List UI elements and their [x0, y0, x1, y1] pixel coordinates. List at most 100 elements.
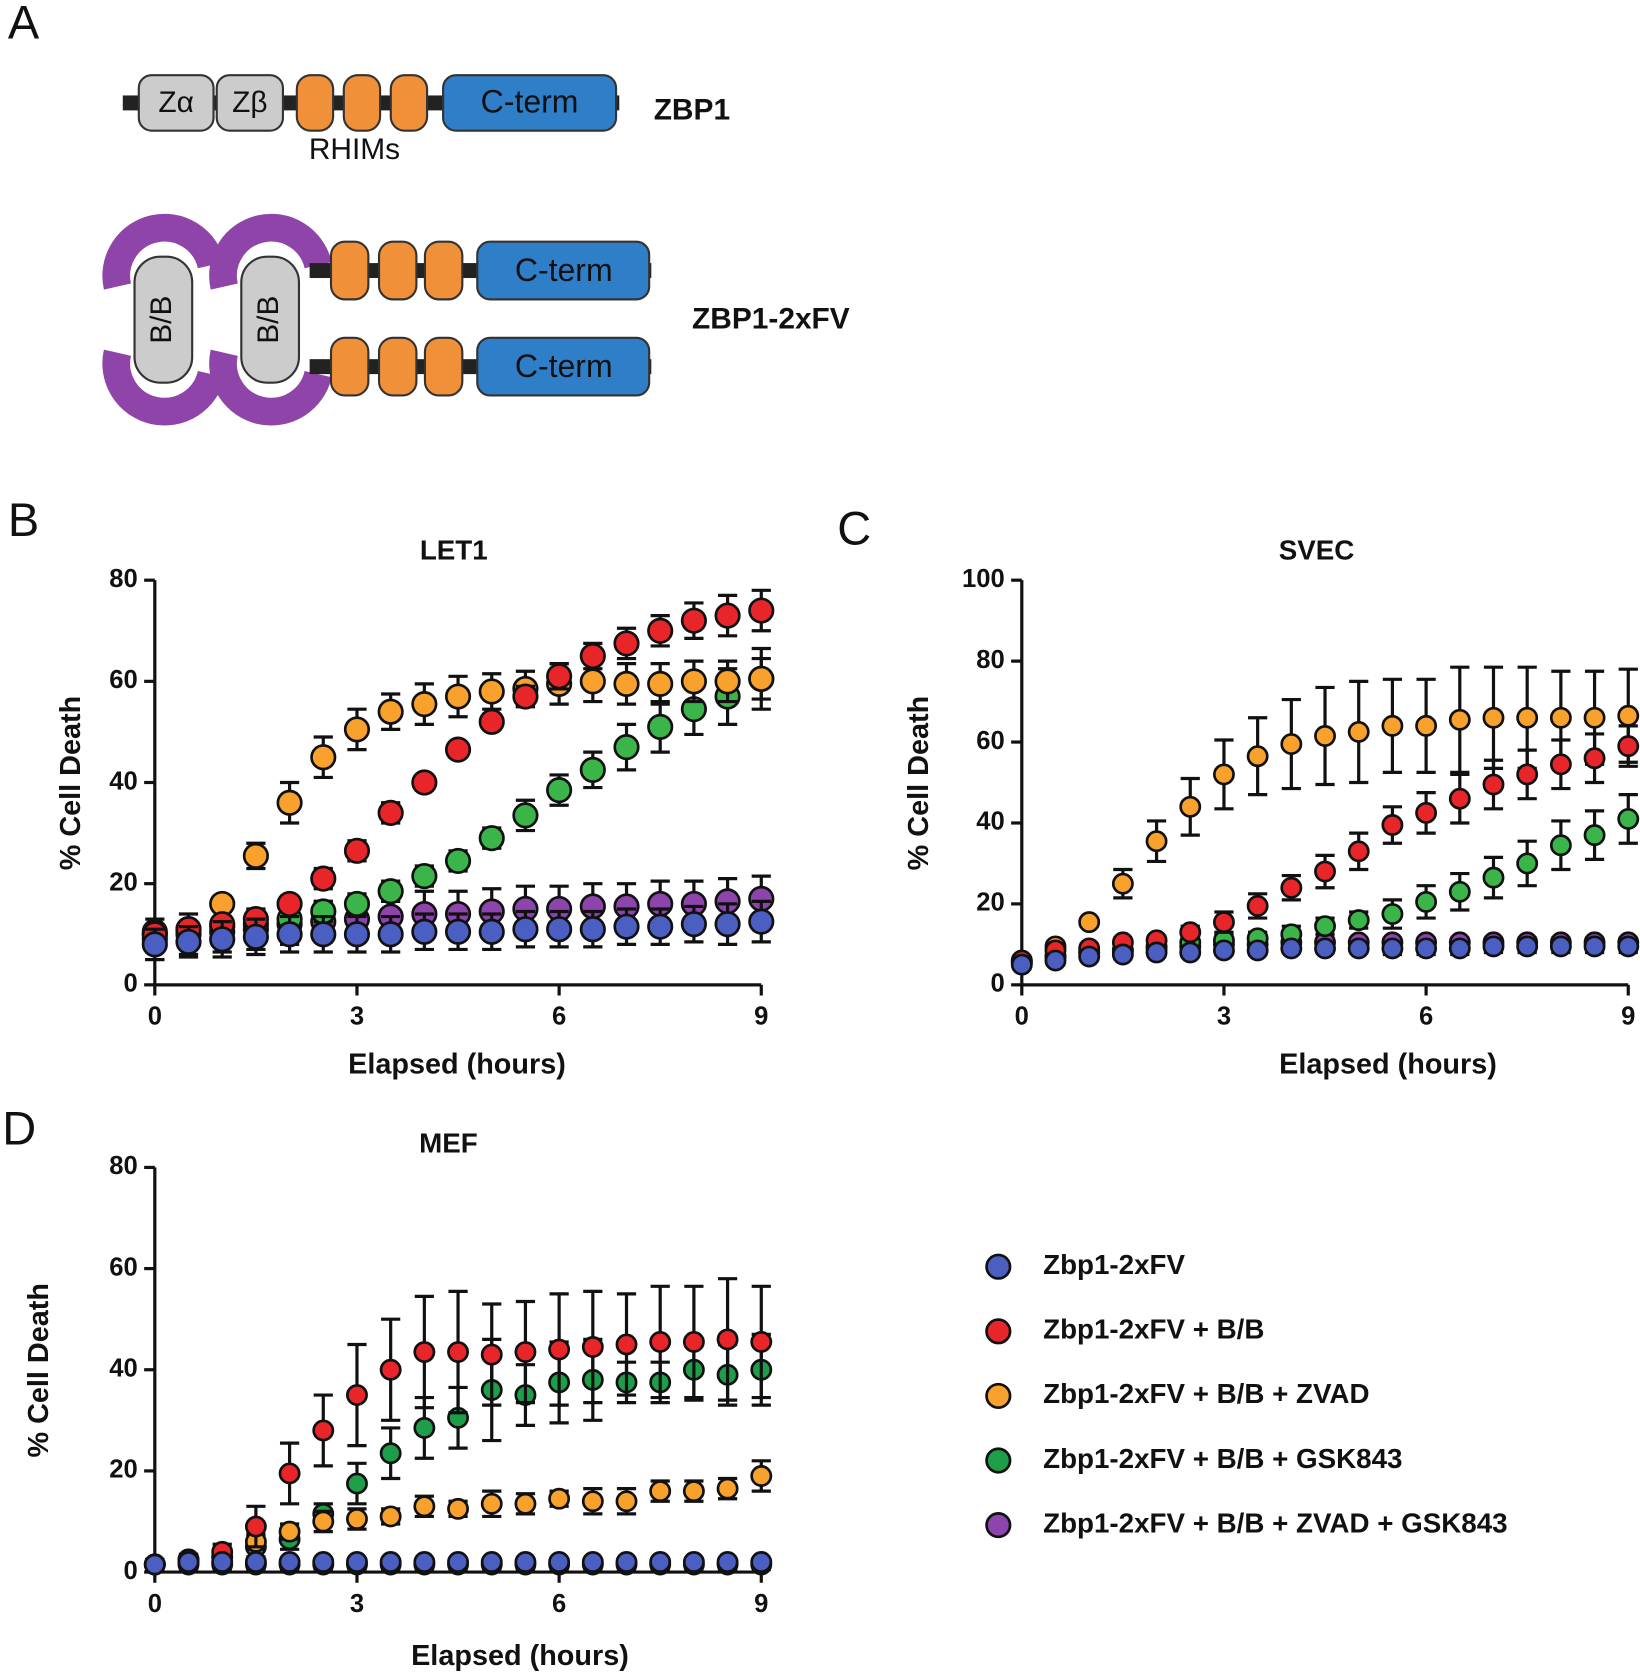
point	[411, 918, 438, 945]
point	[1347, 909, 1370, 932]
point	[1280, 876, 1303, 899]
chart-title: LET1	[420, 535, 488, 566]
point	[649, 1330, 672, 1353]
point	[346, 1472, 368, 1495]
point	[141, 931, 168, 958]
diagram: A Zα Zβ RHIMs C-term ZBP1 B/B B/B	[8, 0, 850, 426]
point	[714, 602, 741, 629]
point	[680, 607, 707, 634]
y-axis-label: % Cell Death	[23, 1283, 55, 1458]
point	[548, 1487, 571, 1510]
cterm-label: C-term	[515, 252, 613, 288]
cterm	[476, 240, 651, 301]
point	[1179, 941, 1202, 964]
point	[649, 1480, 672, 1503]
point	[1448, 787, 1471, 810]
point	[1583, 706, 1606, 729]
point	[750, 1330, 773, 1353]
fkbp-arc	[209, 213, 332, 290]
point	[613, 734, 640, 761]
rhim	[329, 240, 370, 301]
point	[480, 1343, 503, 1366]
point	[1448, 880, 1471, 903]
point	[379, 1505, 402, 1528]
point	[514, 1551, 537, 1573]
point	[480, 1492, 503, 1515]
rhim	[329, 336, 370, 397]
rhim	[342, 74, 382, 132]
point	[411, 691, 438, 718]
point	[1516, 763, 1539, 786]
x-axis-label: Elapsed (hours)	[1279, 1049, 1497, 1081]
domain-label: Zβ	[232, 86, 267, 119]
dimerizer-label: B/B	[145, 296, 178, 344]
point	[444, 918, 472, 945]
fkbp	[102, 213, 332, 426]
point	[1617, 735, 1640, 758]
y-tick-label: 0	[123, 970, 137, 998]
point	[613, 913, 640, 940]
point	[647, 617, 674, 644]
point	[276, 890, 303, 917]
point	[242, 923, 269, 950]
chart-title: MEF	[419, 1127, 478, 1158]
point	[1415, 714, 1438, 737]
fkbp-arc	[102, 213, 225, 290]
dimerizer	[240, 255, 301, 384]
point	[1246, 939, 1269, 962]
legend-marker	[985, 1512, 1012, 1539]
point	[478, 678, 505, 705]
fkbp-arc	[209, 349, 332, 426]
y-tick-label: 20	[976, 889, 1005, 917]
rhim	[423, 240, 464, 301]
point	[343, 837, 371, 864]
point	[1078, 911, 1101, 934]
point	[748, 908, 775, 935]
point	[276, 921, 303, 948]
y-tick-label: 40	[109, 767, 138, 795]
point	[714, 668, 741, 695]
legend-label: Zbp1-2xFV + B/B + ZVAD + GSK843	[1043, 1507, 1507, 1538]
point	[682, 1551, 705, 1573]
point	[1280, 733, 1303, 756]
point	[1549, 753, 1572, 776]
point	[546, 663, 573, 690]
point	[346, 1384, 368, 1406]
point	[647, 670, 674, 697]
point	[1179, 795, 1202, 818]
point	[278, 1551, 301, 1573]
point	[615, 1490, 638, 1513]
point	[512, 916, 539, 943]
domain	[215, 74, 285, 132]
point	[310, 744, 337, 771]
point	[748, 665, 775, 692]
construct-name: ZBP1	[654, 93, 730, 126]
point	[413, 1551, 436, 1573]
point	[546, 777, 573, 804]
point	[244, 1551, 267, 1573]
point	[209, 926, 236, 953]
x-tick-label: 6	[552, 1590, 566, 1618]
point	[682, 1480, 705, 1503]
domain-label: Zα	[158, 86, 194, 119]
series	[143, 1459, 773, 1576]
y-tick-label: 40	[109, 1355, 138, 1383]
point	[548, 1338, 571, 1361]
point	[1280, 937, 1303, 960]
point	[444, 683, 472, 710]
point	[242, 842, 269, 869]
x-tick-label: 0	[148, 1590, 162, 1618]
point	[1111, 872, 1134, 895]
point	[177, 1551, 200, 1573]
point	[447, 1341, 469, 1363]
cterm-label: C-term	[481, 83, 579, 119]
point	[1482, 706, 1505, 729]
y-tick-label: 40	[976, 808, 1005, 836]
point	[343, 716, 371, 743]
point	[411, 863, 438, 890]
point	[546, 916, 573, 943]
point	[716, 1477, 739, 1500]
